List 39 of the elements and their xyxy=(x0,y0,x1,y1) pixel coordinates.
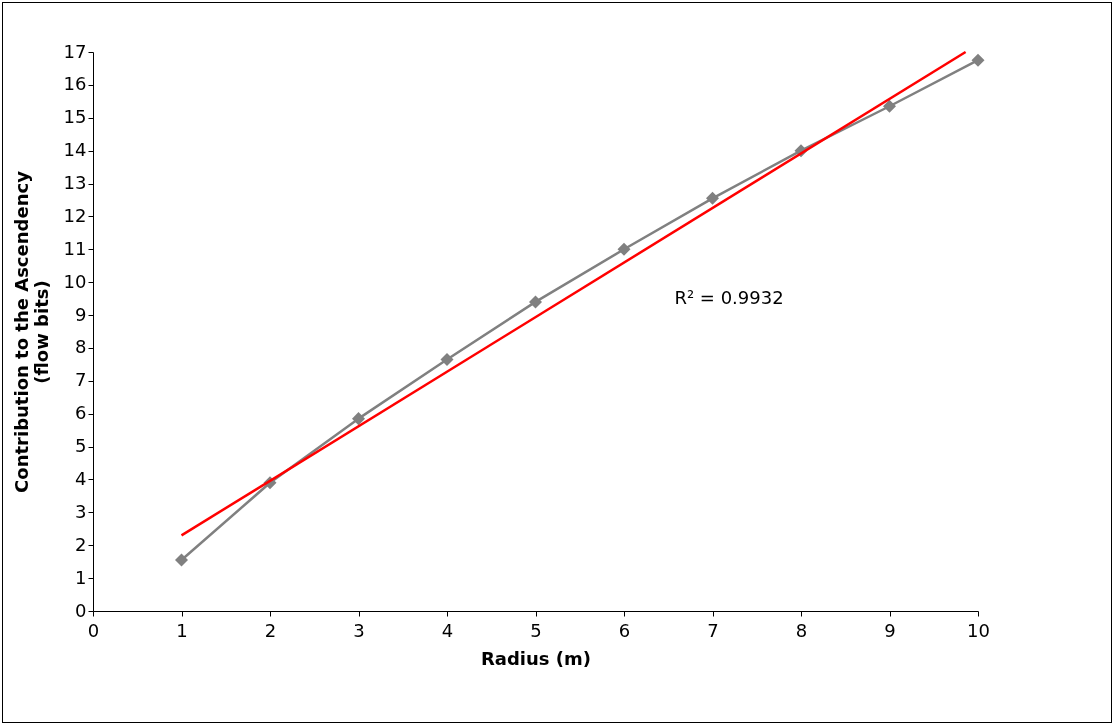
x-tick-label: 6 xyxy=(618,619,631,641)
y-tick-label: 5 xyxy=(75,435,87,457)
y-tick-label: 9 xyxy=(75,303,87,325)
x-tick-label: 8 xyxy=(795,619,808,641)
y-tick-label: 8 xyxy=(75,336,87,358)
point xyxy=(351,412,366,426)
point xyxy=(882,99,897,113)
x-tick-label: 1 xyxy=(176,619,188,641)
point xyxy=(440,352,454,366)
y-tick-label: 6 xyxy=(75,402,87,424)
y-tick-label: 2 xyxy=(75,533,87,555)
y-tick-label: 4 xyxy=(75,467,87,489)
y-tick-label: 14 xyxy=(63,139,87,161)
annotation: R² = 0.9932 xyxy=(674,287,784,308)
x-tick-label: 7 xyxy=(707,619,719,641)
y-tick-label: 15 xyxy=(63,106,87,128)
point xyxy=(174,553,189,567)
x-tick-label: 5 xyxy=(530,619,542,641)
point xyxy=(617,242,631,256)
x-tick-label: 9 xyxy=(884,619,896,641)
x-tick-label: 2 xyxy=(264,619,277,641)
x-axis-title: Radius (m) xyxy=(480,647,592,669)
y-tick-label: 7 xyxy=(75,369,87,391)
y-tick-label: 1 xyxy=(75,566,87,588)
point xyxy=(971,53,985,67)
point xyxy=(705,191,720,205)
x-tick-label: 3 xyxy=(353,619,365,641)
x-tick-label: 10 xyxy=(967,619,990,641)
y-axis-title: Contribution to the Ascendency (flow bits) xyxy=(10,170,52,493)
y-tick-label: 11 xyxy=(63,237,87,259)
y-tick-label: 16 xyxy=(63,73,87,95)
y-tick-label: 10 xyxy=(63,270,87,292)
y-tick-label: 3 xyxy=(75,500,87,522)
y-tick-label: 12 xyxy=(63,204,87,226)
y-tick-label: 13 xyxy=(63,172,87,194)
y-tick-label: 17 xyxy=(63,40,87,62)
y-tick-label: 0 xyxy=(75,599,87,621)
point xyxy=(528,295,543,309)
x-tick-label: 4 xyxy=(441,619,454,641)
